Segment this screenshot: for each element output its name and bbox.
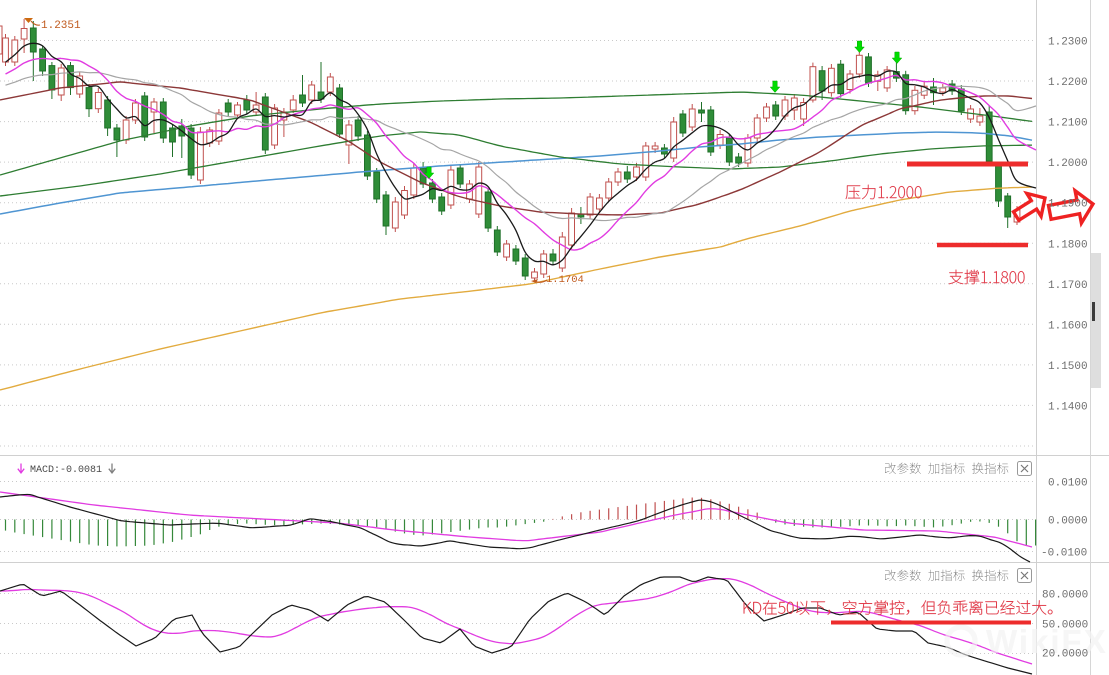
svg-text:0.0000: 0.0000 xyxy=(1048,516,1088,528)
svg-text:1.1700: 1.1700 xyxy=(1048,280,1088,292)
svg-text:MACD:-0.0081: MACD:-0.0081 xyxy=(30,465,102,476)
svg-text:1.1704: 1.1704 xyxy=(546,274,584,286)
svg-text:1.2000: 1.2000 xyxy=(1048,158,1088,170)
svg-text:50.0000: 50.0000 xyxy=(1042,620,1088,632)
svg-text:1.1900: 1.1900 xyxy=(1048,199,1088,211)
svg-text:1.2300: 1.2300 xyxy=(1048,37,1088,49)
svg-text:1.2351: 1.2351 xyxy=(41,20,81,32)
svg-text:1.2100: 1.2100 xyxy=(1048,118,1088,130)
svg-text:WikiFX: WikiFX xyxy=(986,623,1108,660)
svg-text:1.1600: 1.1600 xyxy=(1048,320,1088,332)
svg-text:80.0000: 80.0000 xyxy=(1042,590,1088,602)
svg-text:0.0100: 0.0100 xyxy=(1048,478,1088,490)
svg-text:20.0000: 20.0000 xyxy=(1042,649,1088,661)
svg-text:1.2200: 1.2200 xyxy=(1048,77,1088,89)
svg-text:1.1400: 1.1400 xyxy=(1048,401,1088,413)
svg-text:WikiFX: WikiFX xyxy=(986,623,1108,660)
svg-text:-0.0100: -0.0100 xyxy=(1041,548,1087,560)
svg-text:1.1500: 1.1500 xyxy=(1048,361,1088,373)
svg-text:1.1800: 1.1800 xyxy=(1048,239,1088,251)
